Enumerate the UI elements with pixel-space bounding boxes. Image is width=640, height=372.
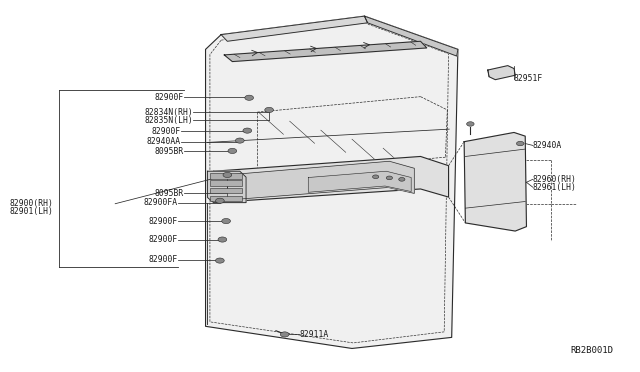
Text: 8095BR: 8095BR <box>154 147 184 156</box>
Circle shape <box>243 128 252 133</box>
Circle shape <box>372 175 379 179</box>
Text: 82835N(LH): 82835N(LH) <box>145 116 193 125</box>
Text: 82961(LH): 82961(LH) <box>532 183 577 192</box>
Text: RB2B001D: RB2B001D <box>571 346 614 355</box>
Text: 82940AA: 82940AA <box>147 137 180 146</box>
Circle shape <box>387 176 392 180</box>
Circle shape <box>221 218 230 224</box>
Polygon shape <box>308 171 411 192</box>
Text: 82900F: 82900F <box>148 255 177 264</box>
Circle shape <box>280 332 289 337</box>
Circle shape <box>245 95 253 100</box>
Text: 82900F: 82900F <box>152 127 180 136</box>
Circle shape <box>223 172 232 177</box>
Polygon shape <box>214 157 449 203</box>
Text: 82900F: 82900F <box>148 217 177 225</box>
Circle shape <box>399 177 405 181</box>
Circle shape <box>216 258 224 263</box>
Text: 82911A: 82911A <box>299 330 328 339</box>
Polygon shape <box>221 16 367 41</box>
Text: 82960(RH): 82960(RH) <box>532 175 577 184</box>
Polygon shape <box>464 132 527 231</box>
Circle shape <box>216 198 224 203</box>
Text: 82901(LH): 82901(LH) <box>9 206 53 216</box>
Text: 82900FA: 82900FA <box>143 198 177 207</box>
Text: 82900(RH): 82900(RH) <box>9 199 53 208</box>
Circle shape <box>228 148 237 154</box>
Circle shape <box>236 138 244 143</box>
Text: 82834N(RH): 82834N(RH) <box>145 108 193 117</box>
FancyBboxPatch shape <box>210 188 243 193</box>
Text: 8095BR: 8095BR <box>154 189 184 198</box>
Circle shape <box>516 141 524 146</box>
Polygon shape <box>205 16 458 349</box>
Polygon shape <box>227 161 414 200</box>
Polygon shape <box>224 41 427 62</box>
Text: 82900F: 82900F <box>148 235 177 244</box>
Text: 82900F: 82900F <box>154 93 184 102</box>
Circle shape <box>467 122 474 126</box>
Circle shape <box>265 108 273 112</box>
FancyBboxPatch shape <box>210 180 243 186</box>
Circle shape <box>218 237 227 242</box>
Polygon shape <box>207 171 246 203</box>
Polygon shape <box>364 16 458 56</box>
FancyBboxPatch shape <box>210 173 243 179</box>
Polygon shape <box>488 65 515 80</box>
FancyBboxPatch shape <box>210 196 243 201</box>
Text: 82951F: 82951F <box>514 74 543 83</box>
Text: 82940A: 82940A <box>532 141 562 150</box>
